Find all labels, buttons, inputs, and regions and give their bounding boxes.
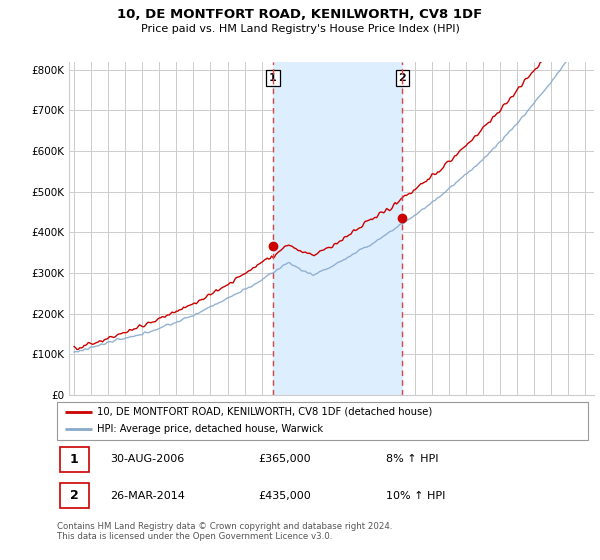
Bar [273, 62, 402, 395]
Text: 10, DE MONTFORT ROAD, KENILWORTH, CV8 1DF (detached house): 10, DE MONTFORT ROAD, KENILWORTH, CV8 1D… [97, 407, 432, 417]
Text: 10% ↑ HPI: 10% ↑ HPI [386, 491, 446, 501]
Bar [59, 447, 89, 472]
Text: 2: 2 [398, 73, 406, 83]
Text: £435,000: £435,000 [259, 491, 311, 501]
Text: 10, DE MONTFORT ROAD, KENILWORTH, CV8 1DF: 10, DE MONTFORT ROAD, KENILWORTH, CV8 1D… [118, 8, 482, 21]
Text: £365,000: £365,000 [259, 454, 311, 464]
Text: 26-MAR-2014: 26-MAR-2014 [110, 491, 185, 501]
Text: Contains HM Land Registry data © Crown copyright and database right 2024.
This d: Contains HM Land Registry data © Crown c… [57, 522, 392, 542]
Text: 2: 2 [70, 489, 79, 502]
Text: 1: 1 [269, 73, 277, 83]
Text: Price paid vs. HM Land Registry's House Price Index (HPI): Price paid vs. HM Land Registry's House … [140, 24, 460, 34]
Bar [59, 483, 89, 508]
Text: 1: 1 [70, 452, 79, 466]
Text: HPI: Average price, detached house, Warwick: HPI: Average price, detached house, Warw… [97, 424, 323, 435]
Text: 8% ↑ HPI: 8% ↑ HPI [386, 454, 439, 464]
Text: 30-AUG-2006: 30-AUG-2006 [110, 454, 184, 464]
